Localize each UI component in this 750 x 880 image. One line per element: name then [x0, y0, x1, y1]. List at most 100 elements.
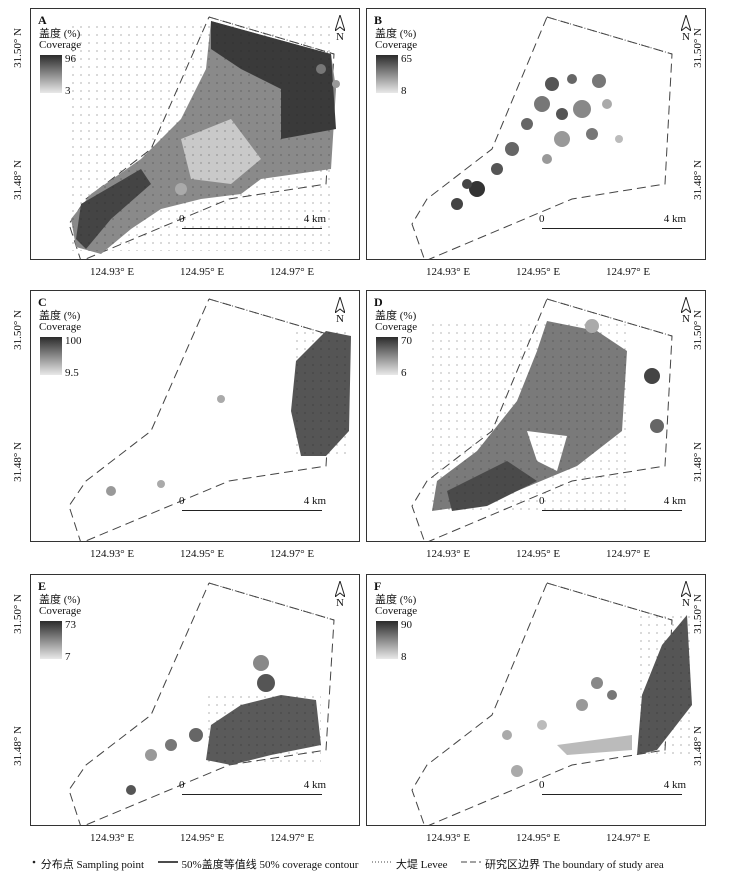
- colorbar-max-e: 73: [65, 619, 76, 631]
- panel-label-c: C: [38, 295, 47, 309]
- north-arrow-icon: [335, 15, 345, 31]
- x-tick: 124.93° E: [90, 832, 135, 844]
- colorbar-f: [376, 621, 398, 659]
- colorbar-max-a: 96: [65, 53, 76, 65]
- north-arrow-icon: [681, 15, 691, 31]
- x-tick: 124.93° E: [426, 266, 471, 278]
- y-tick: 31.48° N: [11, 442, 24, 482]
- north-arrow-icon: [335, 581, 345, 597]
- north-arrow-c: N: [333, 297, 347, 325]
- levee-b: [546, 16, 673, 55]
- legend-levee: 大堤 Levee: [371, 856, 448, 872]
- colorbar-min-a: 3: [65, 85, 71, 97]
- y-tick: 31.50° N: [11, 594, 24, 634]
- map-e: [68, 582, 335, 825]
- y-tick: 31.50° N: [691, 594, 704, 634]
- map-b: [411, 16, 673, 259]
- y-tick: 31.48° N: [691, 726, 704, 766]
- panel-label-f: F: [374, 579, 382, 593]
- north-arrow-b: N: [679, 15, 693, 43]
- x-tick: 124.95° E: [516, 832, 561, 844]
- north-arrow-f: N: [679, 581, 693, 609]
- colorbar-min-c: 9.5: [65, 367, 79, 379]
- y-tick: 31.50° N: [691, 310, 704, 350]
- y-tick: 31.48° N: [11, 160, 24, 200]
- panel-label-b: B: [374, 13, 383, 27]
- north-arrow-icon: [681, 297, 691, 313]
- colorbar-max-c: 100: [65, 335, 82, 347]
- colorbar-title-e: 盖度 (%) Coverage: [39, 594, 82, 617]
- colorbar-c: [40, 337, 62, 375]
- legend-sampling: 分布点 Sampling point: [30, 856, 144, 872]
- north-arrow-e: N: [333, 581, 347, 609]
- y-tick: 31.50° N: [11, 28, 24, 68]
- north-arrow-d: N: [679, 297, 693, 325]
- x-tick: 124.93° E: [426, 548, 471, 560]
- levee-f: [546, 582, 673, 621]
- colorbar-title-d: 盖度 (%) Coverage: [375, 310, 418, 333]
- panel-label-a: A: [38, 13, 47, 27]
- sampling-point-icon: [32, 860, 36, 863]
- colorbar-d: [376, 337, 398, 375]
- levee-c: [208, 298, 335, 337]
- colorbar-min-e: 7: [65, 651, 71, 663]
- colorbar-b: [376, 55, 398, 93]
- x-tick: 124.97° E: [270, 832, 315, 844]
- x-tick: 124.95° E: [180, 266, 225, 278]
- map-legend: 分布点 Sampling point 50%盖度等值线 50% coverage…: [30, 856, 730, 872]
- colorbar-a: [40, 55, 62, 93]
- x-tick: 124.95° E: [516, 548, 561, 560]
- colorbar-max-b: 65: [401, 53, 412, 65]
- colorbar-max-d: 70: [401, 335, 412, 347]
- legend-contour: 50%盖度等值线 50% coverage contour: [157, 856, 358, 872]
- colorbar-title-f: 盖度 (%) Coverage: [375, 594, 418, 617]
- y-tick: 31.48° N: [11, 726, 24, 766]
- levee-line-icon: [372, 861, 393, 863]
- map-c: [68, 298, 351, 541]
- x-tick: 124.93° E: [426, 832, 471, 844]
- colorbar-min-b: 8: [401, 85, 407, 97]
- colorbar-min-d: 6: [401, 367, 407, 379]
- y-tick: 31.48° N: [691, 160, 704, 200]
- colorbar-e: [40, 621, 62, 659]
- x-tick: 124.97° E: [270, 266, 315, 278]
- x-tick: 124.95° E: [180, 548, 225, 560]
- north-arrow-a: N: [333, 15, 347, 43]
- legend-boundary: 研究区边界 The boundary of study area: [460, 856, 664, 872]
- levee-d: [546, 298, 673, 337]
- study-boundary-b: [411, 16, 673, 259]
- colorbar-max-f: 90: [401, 619, 412, 631]
- x-tick: 124.95° E: [180, 832, 225, 844]
- x-tick: 124.93° E: [90, 266, 135, 278]
- map-a: [68, 16, 340, 259]
- y-tick: 31.50° N: [11, 310, 24, 350]
- y-tick: 31.48° N: [691, 442, 704, 482]
- x-tick: 124.95° E: [516, 266, 561, 278]
- colorbar-title-b: 盖度 (%) Coverage: [375, 28, 418, 51]
- y-tick: 31.50° N: [691, 28, 704, 68]
- panel-label-d: D: [374, 295, 383, 309]
- colorbar-min-f: 8: [401, 651, 407, 663]
- map-f: [411, 582, 692, 825]
- colorbar-title-a: 盖度 (%) Coverage: [39, 28, 82, 51]
- study-boundary-e: [68, 582, 335, 825]
- contour-line-icon: [157, 860, 178, 863]
- colorbar-title-c: 盖度 (%) Coverage: [39, 310, 82, 333]
- map-d: [411, 298, 673, 541]
- x-tick: 124.97° E: [606, 832, 651, 844]
- levee-e: [208, 582, 335, 621]
- x-tick: 124.93° E: [90, 548, 135, 560]
- x-tick: 124.97° E: [270, 548, 315, 560]
- boundary-line-icon: [461, 861, 482, 863]
- north-arrow-icon: [681, 581, 691, 597]
